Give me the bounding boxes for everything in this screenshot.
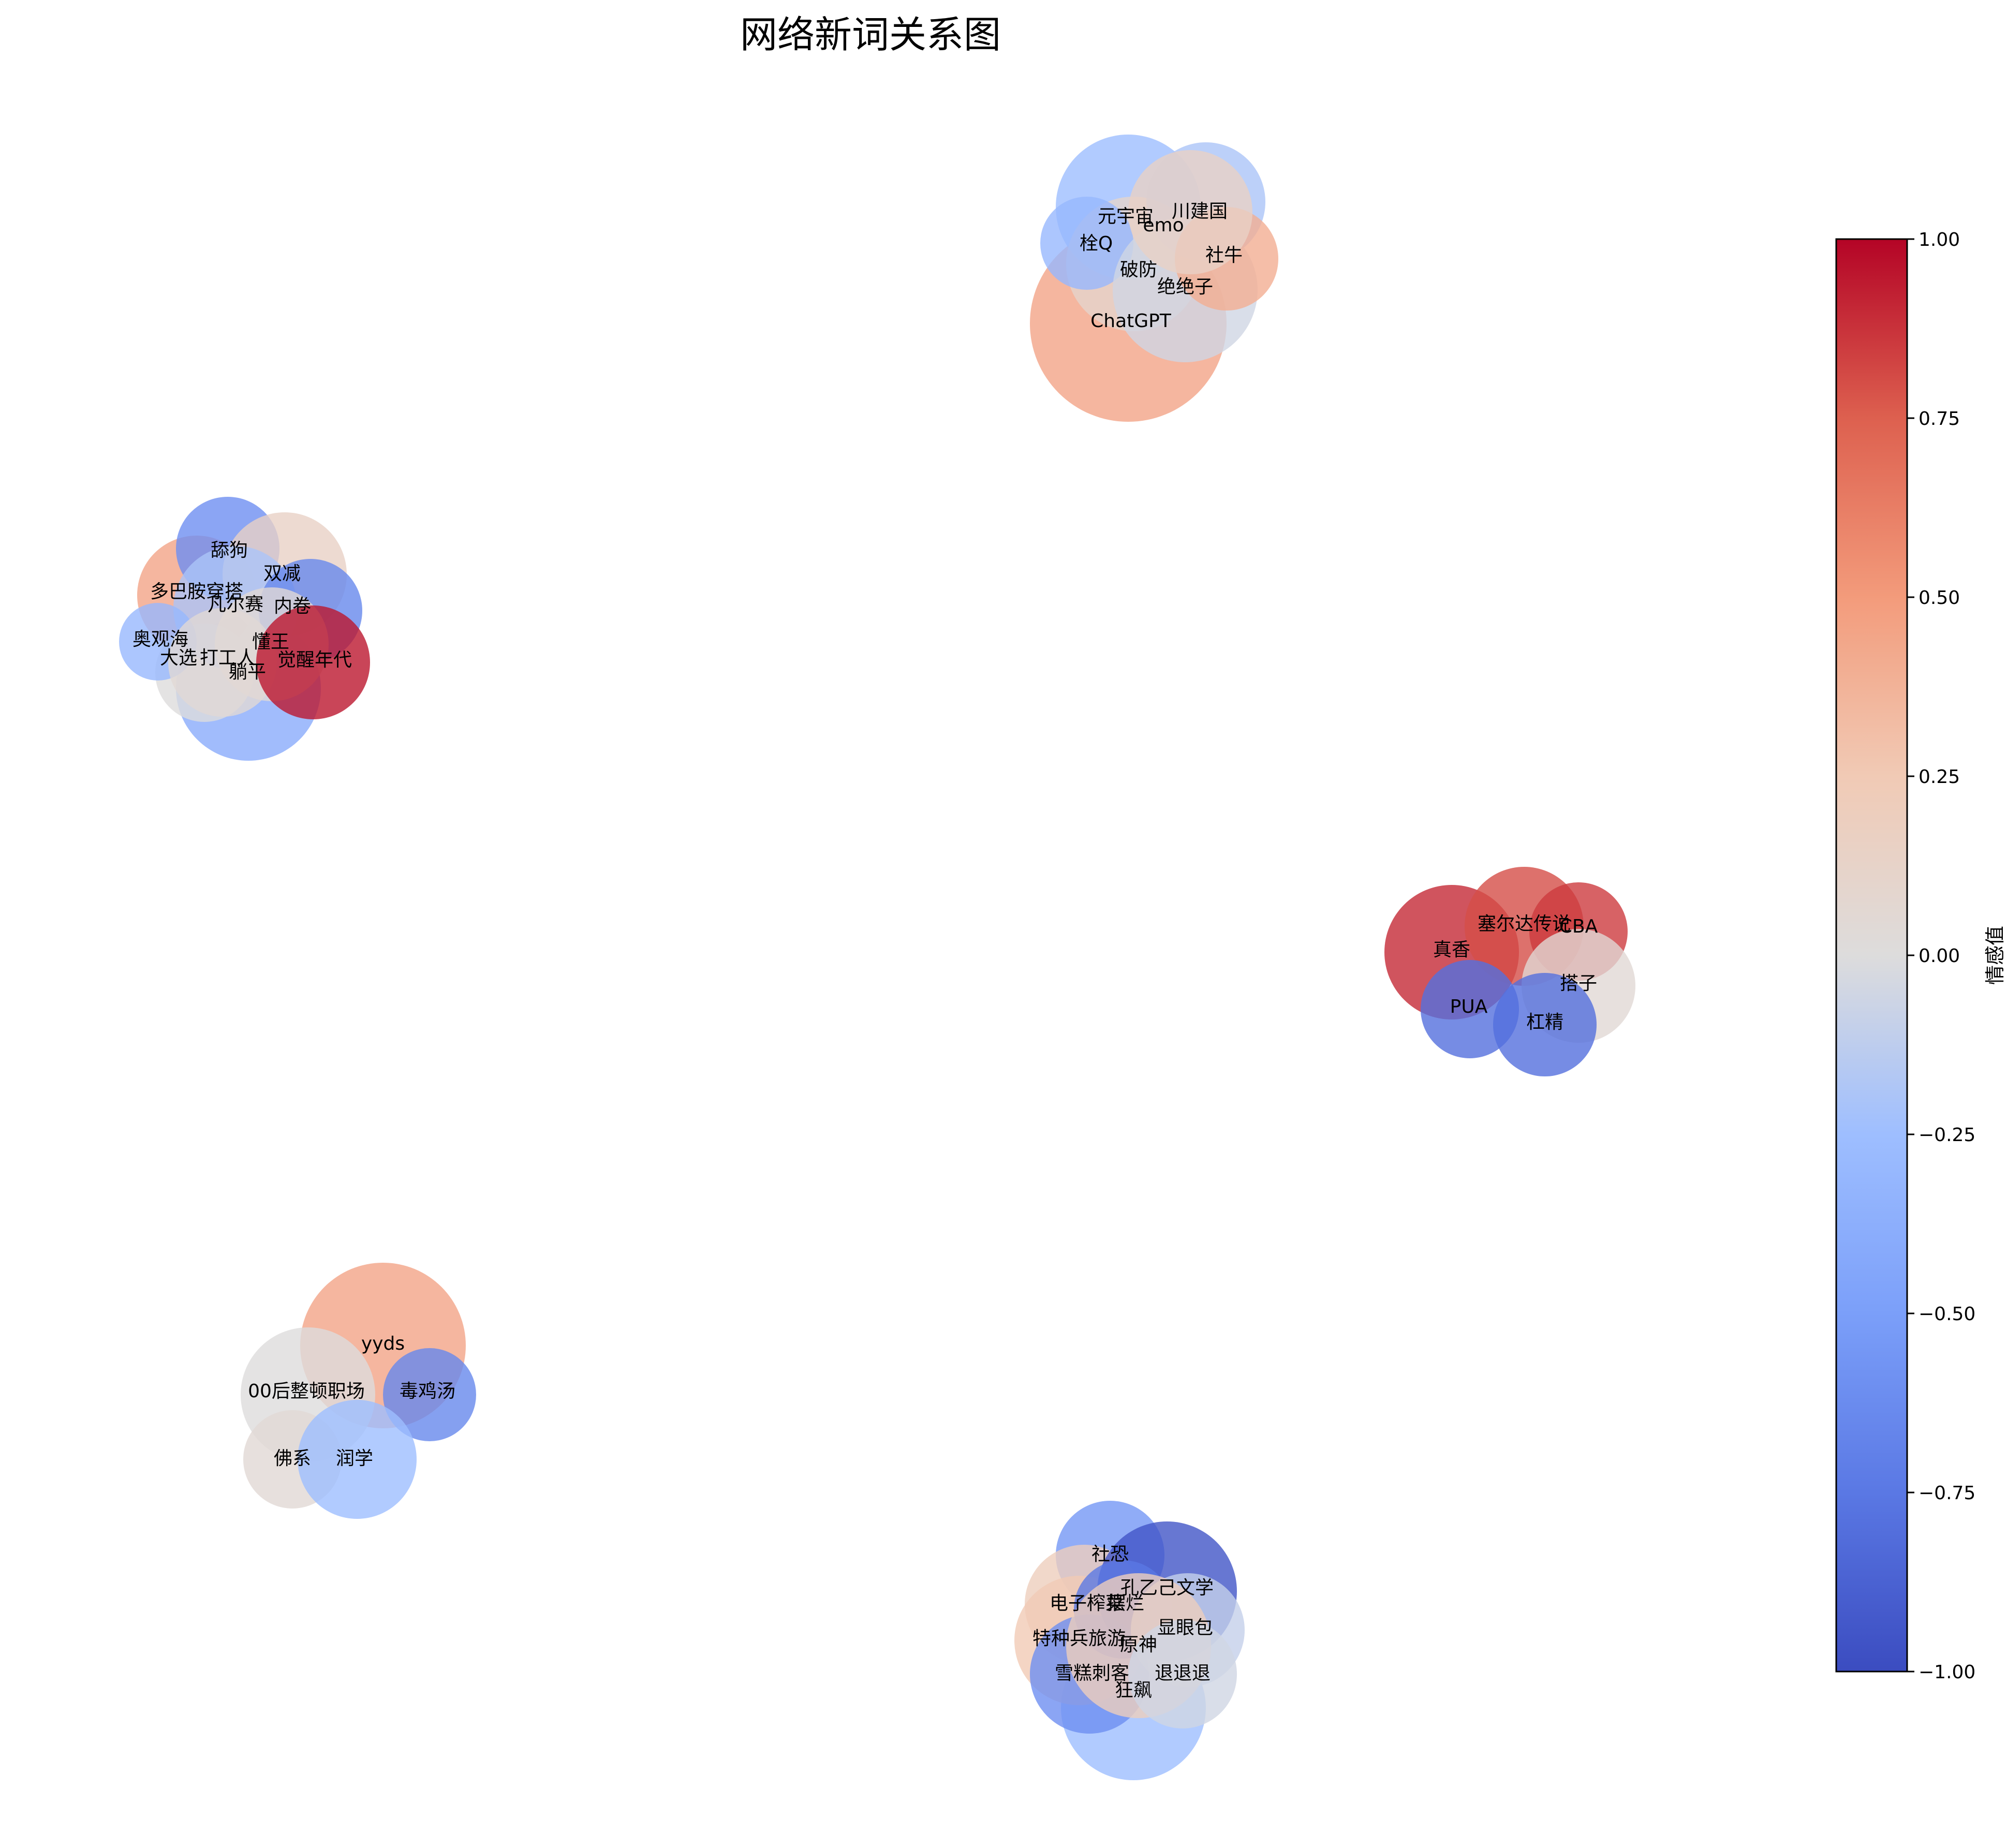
node-label: yyds [361, 1333, 405, 1354]
colorbar-gradient [1835, 238, 1908, 1673]
node-label: 元宇宙 [1098, 206, 1154, 227]
colorbar-ticks: 1.00 0.75 0.50 0.25 0.00 −0.25 −0.50 −0.75 −1.00 [1907, 229, 1975, 1683]
colorbar-label: 情感值 [1984, 926, 2006, 985]
bubble-退退退 [1128, 1620, 1237, 1728]
colorbar: 1.00 0.75 0.50 0.25 0.00 −0.25 −0.50 −0.75 −1.00… [1835, 229, 2006, 1683]
node-label: 觉醒年代 [277, 649, 352, 671]
node-label: 打工人 [200, 647, 256, 669]
node-label: 凡尔赛 [208, 594, 263, 615]
node-label: 润学 [336, 1448, 373, 1469]
node-label: 奥观海 [132, 629, 188, 650]
node-label: 原神 [1120, 1634, 1157, 1655]
colorbar-tick-label: 1.00 [1919, 229, 1960, 250]
node-label: 搭子 [1560, 973, 1597, 994]
node-label: 00后整顿职场 [248, 1381, 365, 1402]
node-label: 多巴胺穿搭 [150, 581, 243, 602]
node-label: 塞尔达传说 [1478, 913, 1571, 935]
bubble-毒鸡汤 [383, 1348, 476, 1441]
node-label: 栓Q [1080, 233, 1113, 254]
node-label: 雪糕刺客 [1055, 1663, 1129, 1684]
node-label: 电子榨菜 [1050, 1593, 1124, 1614]
colorbar-tick-label: 0.50 [1919, 587, 1960, 609]
bubble-杠精 [1493, 973, 1597, 1076]
node-label: 躺平 [229, 661, 266, 683]
bubble-layer [119, 135, 1635, 1780]
node-label: 舔狗 [211, 540, 248, 561]
node-label: 懂王 [252, 631, 289, 653]
node-label: 绝绝子 [1157, 276, 1213, 298]
bubble-觉醒年代 [256, 605, 370, 719]
node-label: emo [1143, 215, 1184, 236]
node-label: 大选 [160, 647, 197, 669]
node-label: 川建国 [1172, 201, 1228, 222]
node-label: CBA [1559, 916, 1598, 937]
node-label: 社牛 [1205, 245, 1243, 266]
node-label: 显眼包 [1157, 1617, 1213, 1638]
node-label: 摆烂 [1107, 1593, 1144, 1614]
node-label: 杠精 [1526, 1012, 1563, 1033]
bubble-打工人 [168, 608, 277, 717]
bubble-栓Q [1040, 197, 1133, 290]
node-label: PUA [1450, 996, 1488, 1017]
node-label: 毒鸡汤 [400, 1381, 455, 1402]
node-label: 真香 [1433, 939, 1470, 960]
bubble-emo [1128, 150, 1252, 274]
bubble-润学 [298, 1400, 417, 1519]
node-label: 狂飙 [1115, 1680, 1152, 1701]
colorbar-tick-label: −1.00 [1919, 1662, 1975, 1683]
colorbar-tick-label: 0.25 [1919, 766, 1960, 788]
node-label: 双减 [263, 563, 301, 584]
node-label: ChatGPT [1090, 311, 1172, 332]
colorbar-tick-label: −0.25 [1919, 1125, 1975, 1146]
node-label: 佛系 [274, 1448, 311, 1469]
colorbar-tick-label: 0.00 [1919, 945, 1960, 967]
colorbar-tick-label: −0.50 [1919, 1304, 1975, 1325]
node-label: 特种兵旅游 [1032, 1628, 1126, 1649]
node-label: 内卷 [274, 596, 311, 617]
node-label: 社恐 [1091, 1544, 1129, 1565]
node-label: 破防 [1120, 259, 1157, 280]
chart-title: 网络新词关系图 [740, 13, 1001, 56]
colorbar-tick-label: 0.75 [1919, 408, 1960, 430]
node-label: 孔乙己文学 [1120, 1577, 1214, 1599]
node-label: 退退退 [1155, 1663, 1211, 1684]
colorbar-tick-label: −0.75 [1919, 1483, 1975, 1504]
